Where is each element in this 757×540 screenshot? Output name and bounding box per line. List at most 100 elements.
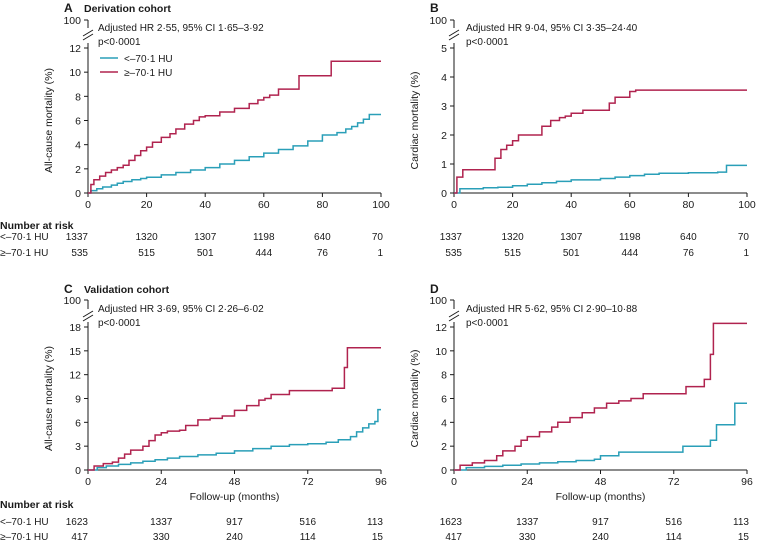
x-tick-label: 60 [624,199,636,211]
risk-value: 917 [592,517,609,528]
y-tick-label: 8 [75,91,81,103]
risk-row-label: ≥–70·1 HU [0,532,48,540]
panel-letter: A [64,1,73,15]
y-tick-label: 3 [75,441,81,453]
y-tick-label: 12 [435,322,447,334]
y-tick-label: 4 [441,417,447,429]
risk-value: 114 [666,532,682,540]
axis-break-mark [448,29,460,37]
km-curve-high-attenuation [88,60,381,194]
risk-value: 417 [445,532,462,540]
x-tick-label: 80 [683,199,695,211]
hr-annotation: Adjusted HR 3·69, 95% CI 2·26–6·02 [98,304,264,315]
y-tick-label: 9 [75,394,81,406]
y-tick-label: 12 [69,43,81,55]
risk-value: 1 [377,248,383,259]
y-axis-label: All-cause mortality (%) [43,346,55,451]
km-curve-high-attenuation [454,89,747,194]
km-curve-high-attenuation [454,322,747,471]
risk-value: 1623 [440,517,463,528]
y-tick-label: 15 [69,346,81,358]
risk-value: 1337 [516,517,539,528]
risk-value: 1198 [253,232,275,243]
y-tick-label: 3 [441,101,447,113]
axis-break-mark [82,29,94,37]
x-tick-label: 20 [507,199,519,211]
risk-value: 640 [314,232,331,243]
y-tick-label: 10 [69,67,81,79]
axis-break-mark [448,310,460,318]
risk-value: 515 [138,248,155,259]
x-tick-label: 40 [565,199,577,211]
number-at-risk-heading: Number at risk [0,220,74,232]
axis-break-mark [82,314,94,322]
p-value: p<0·0001 [466,37,509,48]
p-value: p<0·0001 [98,37,141,48]
risk-value: 1307 [560,232,583,243]
x-tick-label: 0 [85,199,91,211]
y-tick-label: 18 [69,322,81,334]
risk-value: 640 [680,232,697,243]
y-tick-label: 1 [441,159,447,171]
risk-value: 1 [743,248,749,259]
axis-break-mark [82,33,94,41]
risk-value: 113 [367,517,383,528]
y-tick-label: 0 [75,465,81,477]
risk-value: 1307 [194,232,217,243]
x-tick-label: 40 [199,199,211,211]
risk-row-label: <–70·1 HU [0,517,49,528]
risk-value: 15 [738,532,750,540]
risk-value: 70 [372,232,384,243]
y-tick-label-break: 100 [63,15,81,27]
x-tick-label: 100 [738,199,756,211]
y-tick-label: 2 [75,164,81,176]
risk-value: 444 [255,248,272,259]
y-axis-label: All-cause mortality (%) [43,68,55,173]
p-value: p<0·0001 [466,318,509,329]
legend-label: ≥–70·1 HU [124,68,172,79]
risk-value: 240 [592,532,609,540]
x-tick-label: 60 [258,199,270,211]
risk-value: 1320 [135,232,158,243]
risk-value: 516 [665,517,682,528]
axis-break-mark [448,33,460,41]
km-curve-low-attenuation [454,402,747,471]
y-tick-label: 5 [441,43,447,55]
y-tick-label: 6 [75,417,81,429]
risk-value: 15 [372,532,384,540]
hr-annotation: Adjusted HR 5·62, 95% CI 2·90–10·88 [466,304,638,315]
risk-value: 917 [226,517,243,528]
y-tick-label-break: 100 [429,15,447,27]
y-axis-label: Cardiac mortality (%) [409,71,421,169]
panel-letter: B [430,1,439,15]
x-tick-label: 48 [595,476,607,488]
risk-value: 70 [738,232,750,243]
y-tick-label-break: 100 [429,295,447,307]
y-axis-label: Cardiac mortality (%) [409,349,421,447]
cohort-title: Validation cohort [84,284,170,296]
hr-annotation: Adjusted HR 2·55, 95% CI 1·65–3·92 [98,23,264,34]
hr-annotation: Adjusted HR 9·04, 95% CI 3·35–24·40 [466,23,638,34]
panel-letter: D [430,282,439,296]
risk-value: 417 [71,532,88,540]
risk-value: 1623 [66,517,89,528]
x-tick-label: 0 [451,476,457,488]
risk-value: 1337 [66,232,89,243]
risk-value: 515 [504,248,521,259]
y-tick-label: 6 [441,394,447,406]
risk-value: 535 [445,248,462,259]
x-tick-label: 72 [302,476,314,488]
y-tick-label: 2 [441,130,447,142]
y-tick-label: 0 [441,465,447,477]
y-tick-label: 0 [441,188,447,200]
km-curve-high-attenuation [88,346,381,471]
x-tick-label: 24 [521,476,533,488]
y-tick-label: 4 [441,72,447,84]
y-tick-label-break: 100 [63,295,81,307]
x-tick-label: 96 [741,476,753,488]
x-tick-label: 0 [451,199,457,211]
x-tick-label: 80 [317,199,329,211]
